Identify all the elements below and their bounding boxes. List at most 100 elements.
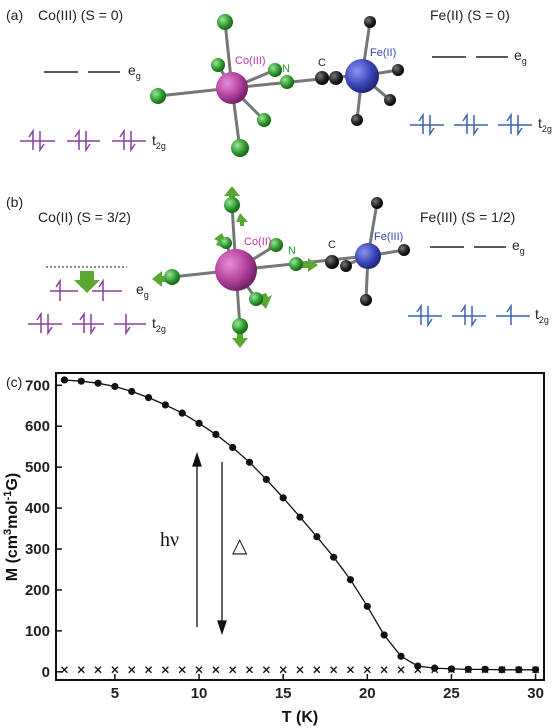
panel-b-c-atom-left bbox=[340, 260, 352, 272]
y-tick-label: 200 bbox=[25, 582, 50, 599]
panel-b-c-atom-right bbox=[398, 244, 410, 256]
chart-series-crosses bbox=[60, 666, 540, 674]
panel-a-bridge-n-atom bbox=[280, 75, 294, 89]
data-point-cross bbox=[532, 666, 540, 674]
y-tick-label: 500 bbox=[25, 459, 50, 476]
panel-b-co-eg-levels bbox=[50, 278, 122, 301]
data-point-cross bbox=[498, 666, 506, 674]
y-tick-label: 300 bbox=[25, 541, 50, 558]
panel-a-fe-state: Fe(II) (S = 0) bbox=[430, 7, 510, 23]
data-point-circle bbox=[363, 602, 371, 610]
data-point-cross bbox=[296, 666, 304, 674]
data-point-circle bbox=[279, 494, 287, 502]
data-point-cross bbox=[363, 666, 371, 674]
panel-b-n-atom-top bbox=[224, 197, 240, 213]
y-tick-label: 400 bbox=[25, 500, 50, 517]
panel-a-c-atom-front bbox=[384, 94, 396, 106]
data-point-cross bbox=[229, 666, 237, 674]
x-tick-label: 20 bbox=[359, 685, 376, 702]
panel-b-fe-atom-label: Fe(III) bbox=[374, 231, 403, 243]
panel-a-co-atom-label: Co(III) bbox=[235, 55, 266, 67]
chart-series-circles bbox=[60, 376, 540, 674]
panel-b-fe-t2g-label: t2g bbox=[535, 306, 549, 325]
data-point-cross bbox=[464, 666, 472, 674]
panel-a-c-atom-label: C bbox=[318, 57, 326, 69]
y-tick-label: 600 bbox=[25, 418, 50, 435]
panel-a-c-atom-right bbox=[392, 64, 404, 76]
chart-y-axis-label: M (cm3mol-1G) bbox=[2, 473, 21, 581]
data-point-cross bbox=[94, 666, 102, 674]
panel-c-light-arrow bbox=[192, 451, 202, 627]
data-point-circle bbox=[414, 662, 422, 670]
x-tick-label: 5 bbox=[111, 685, 119, 702]
data-point-cross bbox=[347, 666, 354, 674]
panel-b-co-atom bbox=[215, 249, 257, 291]
data-point-circle bbox=[229, 443, 237, 452]
chart-plot-frame bbox=[55, 372, 545, 681]
panel-c-label: (c) bbox=[6, 374, 22, 390]
panel-b-co-atom-label: Co(II) bbox=[244, 236, 272, 248]
data-point-cross bbox=[212, 666, 220, 674]
panel-c-light-label: hν bbox=[160, 529, 179, 551]
panel-a-co-t2g-label: t2g bbox=[152, 132, 166, 151]
data-point-circle bbox=[128, 387, 136, 396]
data-point-circle bbox=[144, 393, 153, 402]
panel-c-heat-arrow bbox=[217, 462, 227, 636]
data-point-cross bbox=[262, 666, 270, 674]
panel-a-fe-t2g-levels bbox=[410, 112, 532, 137]
panel-b-fe-state: Fe(III) (S = 1/2) bbox=[420, 209, 515, 225]
panel-a-c-atom-bottom bbox=[351, 114, 363, 126]
data-point-circle bbox=[94, 379, 102, 387]
data-point-circle bbox=[296, 513, 304, 521]
data-point-circle bbox=[77, 377, 85, 385]
panel-b-c-atom-label: C bbox=[328, 239, 336, 251]
panel-a-bridge-c-atom-1 bbox=[315, 71, 329, 85]
data-point-circle bbox=[178, 409, 186, 417]
panel-b-bridge-n-atom bbox=[289, 257, 303, 271]
data-point-circle bbox=[195, 419, 203, 427]
panel-b-co-state: Co(II) (S = 3/2) bbox=[38, 209, 131, 225]
data-point-circle bbox=[346, 576, 355, 584]
panel-b: (b) Co(II) (S = 3/2) Fe(III) (S = 1/2) e… bbox=[6, 186, 549, 348]
panel-a-co-t2g-levels bbox=[20, 128, 146, 153]
panel-a-n-atom-back bbox=[268, 63, 282, 77]
data-point-cross bbox=[60, 666, 68, 674]
data-point-circle bbox=[330, 553, 338, 561]
data-point-cross bbox=[414, 666, 422, 674]
panel-b-n-atom-back-left bbox=[220, 237, 232, 249]
data-point-cross bbox=[515, 666, 523, 674]
data-point-circle bbox=[262, 475, 270, 484]
panel-a-n-atom-top bbox=[217, 14, 233, 30]
data-point-circle bbox=[380, 631, 388, 639]
panel-b-bridge-c-atom-1 bbox=[325, 255, 339, 269]
y-tick-label: 700 bbox=[25, 377, 50, 394]
data-point-cross bbox=[397, 666, 405, 674]
panel-a-molecule: Co(III) N C Fe(II) bbox=[150, 14, 404, 157]
panel-b-fe-t2g-levels bbox=[408, 303, 530, 328]
panel-c: (c) 0 100 200 300 400 500 600 700 5 10 15 20 25 30 h… bbox=[2, 372, 545, 726]
panel-a-fe-t2g-label: t2g bbox=[538, 115, 552, 134]
panel-b-n-atom-front bbox=[249, 292, 263, 306]
data-point-circle bbox=[60, 376, 69, 384]
chart-fit-curve bbox=[64, 379, 536, 671]
data-point-cross bbox=[111, 666, 119, 674]
panel-a-c-atom-top bbox=[364, 16, 376, 28]
panel-a-n-atom-front bbox=[257, 113, 271, 127]
data-point-cross bbox=[481, 666, 489, 674]
panel-a-fe-eg-label: eg bbox=[514, 47, 527, 66]
panel-a-co-atom bbox=[216, 72, 248, 104]
panel-b-co-t2g-label: t2g bbox=[152, 315, 166, 334]
y-tick-label: 100 bbox=[25, 623, 50, 640]
y-tick-label: 0 bbox=[42, 664, 50, 681]
data-point-circle bbox=[161, 401, 169, 409]
x-tick-label: 25 bbox=[443, 685, 460, 702]
panel-a-fe-atom-label: Fe(II) bbox=[370, 47, 396, 59]
data-point-cross bbox=[447, 666, 455, 674]
panel-b-c-atom-top bbox=[371, 197, 383, 209]
data-point-circle bbox=[212, 430, 220, 438]
panel-b-label: (b) bbox=[6, 194, 23, 210]
data-point-cross bbox=[128, 666, 136, 674]
data-point-circle bbox=[431, 664, 439, 672]
panel-b-c-atom-bottom bbox=[360, 294, 372, 306]
